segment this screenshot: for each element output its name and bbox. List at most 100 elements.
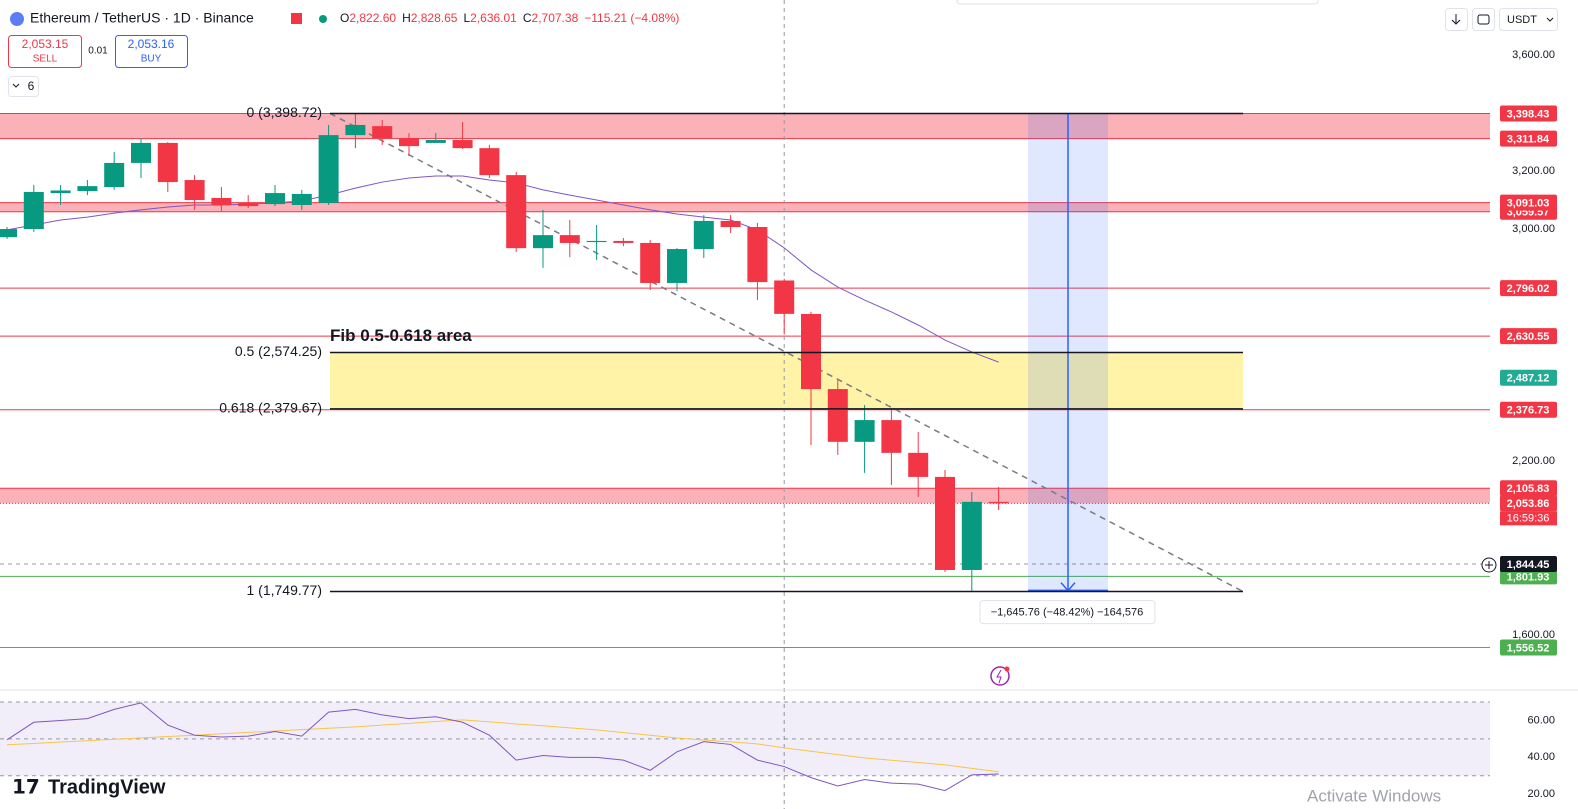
candle-body (533, 235, 553, 249)
candle-body (265, 193, 285, 205)
candle-body (452, 140, 473, 149)
price-tag-label: 2,487.12 (1507, 373, 1550, 385)
currency[interactable]: USDT (1507, 14, 1537, 26)
sell-button[interactable]: 2,053.15 SELL (8, 35, 82, 68)
candle-body (104, 162, 125, 187)
price-tag-label: 2,053.86 (1507, 498, 1550, 510)
candle-body (640, 242, 661, 283)
zone (0, 488, 1490, 504)
spread: 0.01 (88, 46, 108, 57)
price-tag-label: 2,376.73 (1507, 405, 1550, 417)
fib-label: 0 (3,398.72) (247, 104, 323, 120)
candle-body (345, 124, 366, 136)
rsi-ma-line (6, 719, 999, 773)
price-tag-label: 3,091.03 (1507, 198, 1550, 210)
fib-area-label: Fib 0.5-0.618 area (330, 326, 472, 345)
toolbar-edge (956, 0, 1319, 5)
trend-line (329, 112, 1244, 593)
candle-body (399, 138, 419, 147)
ohlc: O2,822.60 H2,828.65 L2,636.01 C2,707.38 −115… (340, 11, 679, 25)
change: −115.21 (−4.08%) (584, 11, 679, 25)
countdown-tag (1500, 511, 1557, 526)
candle-body (747, 227, 768, 283)
candle-body (881, 420, 902, 453)
candle-body (318, 135, 339, 203)
candle-body (238, 202, 259, 207)
fib-label: 0.5 (2,574.25) (235, 343, 322, 359)
price-tag (1500, 105, 1557, 122)
price-tag-label: 2,796.02 (1507, 283, 1550, 295)
candle-body (961, 501, 982, 570)
ohlc-key: L (463, 11, 470, 25)
candle-body (827, 389, 848, 442)
candle-body (0, 229, 17, 238)
moving-average (6, 175, 999, 363)
candle-body (479, 148, 500, 176)
candle-body (291, 193, 312, 205)
rsi-tick-label: 20.00 (1527, 788, 1555, 800)
price-tag (1500, 328, 1557, 345)
flag-icon[interactable] (291, 13, 302, 24)
price-tag (1500, 369, 1557, 386)
y-tick-label: 1,600.00 (1512, 629, 1555, 641)
candle-body (693, 220, 714, 250)
status-dot (319, 15, 327, 23)
candle-body (801, 313, 821, 390)
candle-body (506, 175, 527, 249)
zone (0, 202, 1490, 212)
candle-body (720, 220, 741, 228)
price-tag-label: 1,801.93 (1507, 571, 1550, 583)
price-tag-label: 3,311.84 (1507, 134, 1550, 146)
price-tag (1500, 130, 1557, 147)
price-tag-label: 3,398.43 (1507, 108, 1550, 120)
alert-icon[interactable] (990, 666, 1010, 686)
price-tag-label: 2,630.55 (1507, 331, 1550, 343)
watermark: Activate Windows (1307, 786, 1441, 805)
logo-mark: 𝟭𝟳 (12, 776, 40, 798)
symbol-icon (10, 12, 24, 26)
ohlc-value: 2,707.38 (532, 11, 579, 25)
measure-label-text: −1,645.76 (−48.42%) −164,576 (991, 607, 1144, 619)
candle-body (184, 180, 205, 201)
candle-body (372, 126, 393, 138)
candle-body (935, 476, 955, 570)
price-tag (1500, 194, 1557, 211)
currency-button[interactable]: USDT (1499, 8, 1558, 31)
buy-price[interactable]: 2,053.16 (128, 37, 175, 51)
buy-label[interactable]: BUY (141, 54, 162, 65)
price-tag (1500, 639, 1557, 656)
candle-body (77, 186, 98, 192)
countdown: 16:59:36 (1507, 513, 1550, 525)
ohlc-value: 2,822.60 (349, 11, 396, 25)
y-tick-label: 2,200.00 (1512, 455, 1555, 467)
price-tag (1500, 495, 1557, 512)
buy-button[interactable]: 2,053.16 BUY (115, 35, 188, 68)
download-button[interactable] (1445, 8, 1468, 31)
crosshair-button[interactable] (1481, 557, 1497, 573)
indicators-toggle[interactable]: 6 (8, 76, 39, 97)
price-tag-label: 1,556.52 (1507, 642, 1550, 654)
sell-price[interactable]: 2,053.15 (22, 37, 69, 51)
price-tag (1500, 480, 1557, 497)
symbol: Ethereum / TetherUS · 1D · Binance (30, 10, 254, 26)
candle-body (211, 198, 232, 205)
price-tag-label: 2,105.83 (1507, 483, 1550, 495)
refresh-button[interactable] (1472, 8, 1495, 31)
candle-body (425, 140, 446, 143)
ohlc-key: H (402, 11, 411, 25)
measure-label: −1,645.76 (−48.42%) −164,576 (979, 600, 1156, 625)
y-tick-label: 3,200.00 (1512, 165, 1555, 177)
candle-body (908, 452, 929, 477)
price-tag (1500, 568, 1557, 585)
candle-body (157, 142, 178, 183)
price-tag (1500, 280, 1557, 297)
rsi-line (6, 702, 999, 792)
sell-label[interactable]: SELL (33, 54, 58, 65)
candle-body (131, 142, 151, 163)
indicator-count[interactable]: 6 (28, 79, 35, 93)
price-tag (1500, 401, 1557, 418)
fib-label: 0.618 (2,379.67) (219, 400, 322, 416)
